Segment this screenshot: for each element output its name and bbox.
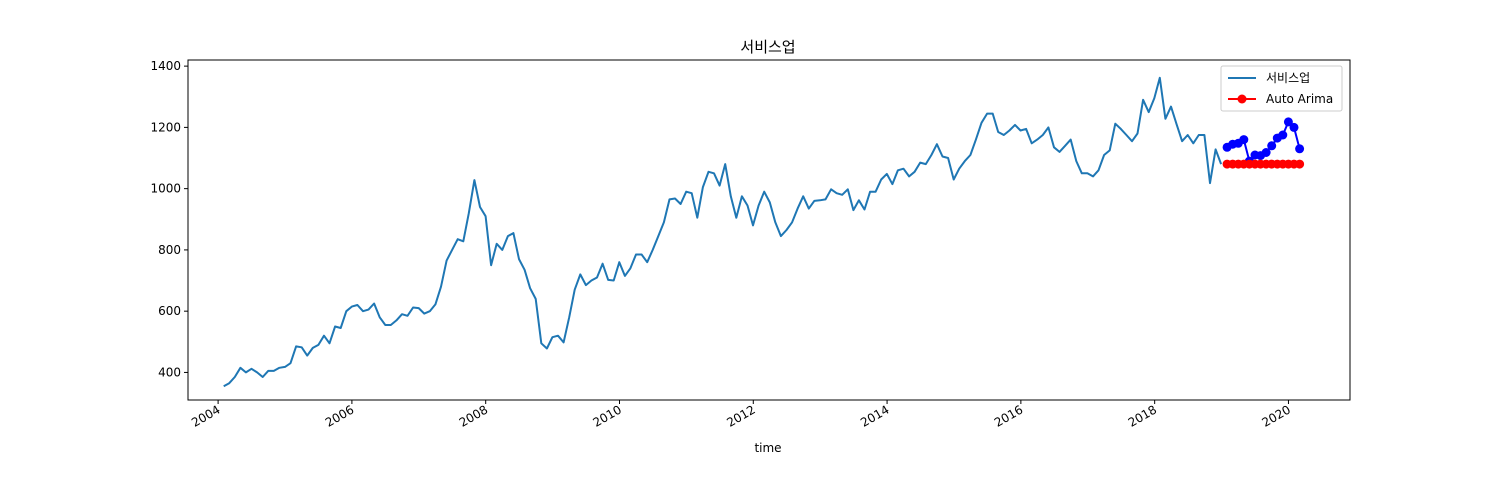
y-tick-label: 1000 (150, 182, 181, 196)
x-tick-label: 2020 (1260, 402, 1293, 429)
data-point (1295, 159, 1305, 169)
y-axis: 400 600 800 1000 1200 1400 (150, 59, 188, 379)
x-axis-label: time (754, 441, 781, 455)
chart-title: 서비스업 (740, 38, 795, 56)
x-axis: 2004 2006 2008 2010 2012 2014 2016 2018 2020 (189, 400, 1293, 430)
x-tick-label: 2004 (189, 402, 222, 429)
x-tick-label: 2014 (858, 402, 891, 429)
y-tick-label: 400 (158, 365, 181, 379)
y-tick-label: 1200 (150, 120, 181, 134)
legend: 서비스업 Auto Arima (1220, 65, 1343, 112)
data-point (1289, 122, 1299, 132)
legend-marker (1237, 94, 1247, 104)
data-point (1295, 144, 1305, 154)
y-tick-label: 1400 (150, 59, 181, 73)
x-tick-label: 2006 (323, 402, 356, 429)
x-tick-label: 2008 (457, 402, 490, 429)
data-point (1261, 148, 1271, 157)
plot-frame (187, 59, 1351, 401)
x-tick-label: 2016 (992, 402, 1025, 429)
plot-area (223, 76, 1305, 388)
data-point (1267, 141, 1277, 151)
x-tick-label: 2012 (724, 402, 757, 429)
data-point (1278, 130, 1288, 140)
data-point (1239, 135, 1249, 145)
x-tick-label: 2010 (591, 402, 624, 429)
legend-label: Auto Arima (1266, 92, 1333, 106)
x-tick-label: 2018 (1126, 402, 1159, 429)
y-tick-label: 800 (158, 243, 181, 257)
data-point (1283, 117, 1293, 127)
legend-label: 서비스업 (1266, 71, 1310, 85)
y-tick-label: 600 (158, 304, 181, 318)
series-line-0 (223, 76, 1223, 388)
